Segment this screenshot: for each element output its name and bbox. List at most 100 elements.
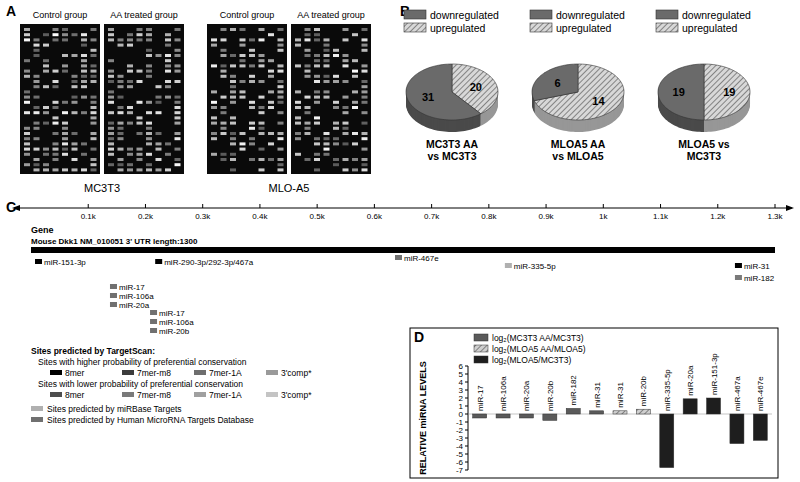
array-spot <box>175 158 181 161</box>
array-spot <box>81 111 87 114</box>
pie-depth <box>704 65 750 121</box>
tick <box>465 422 468 423</box>
legend-label: log₂(MLOA5 AA/MLOA5) <box>492 344 586 354</box>
array-spot <box>53 101 59 104</box>
array-spot <box>305 70 311 73</box>
panel-label: A <box>6 3 16 19</box>
array-spot <box>362 64 368 67</box>
array-spot <box>362 70 368 73</box>
array-spot <box>259 59 265 62</box>
array-spot <box>108 75 114 78</box>
array-spot <box>278 101 284 104</box>
legend-label: log₂(MC3T3 AA/MC3T3) <box>492 333 584 343</box>
tick <box>603 204 604 208</box>
legend-label: upregulated <box>556 22 612 34</box>
array-spot <box>211 106 217 109</box>
array-spot <box>53 116 59 119</box>
array-spot <box>62 111 68 114</box>
array-spot <box>314 116 320 119</box>
array-spot <box>53 168 59 171</box>
array-spot <box>278 44 284 47</box>
array-spot <box>211 64 217 67</box>
tick <box>145 204 146 208</box>
array-spot <box>362 28 368 31</box>
array-spot <box>230 153 236 156</box>
array-spot <box>249 38 255 41</box>
array-spot <box>43 44 49 47</box>
array-spot <box>108 163 114 166</box>
array-spot <box>249 49 255 52</box>
array-spot <box>314 33 320 36</box>
array-spot <box>221 64 227 67</box>
array-spot <box>118 38 124 41</box>
tick <box>374 204 375 208</box>
bar <box>660 414 674 468</box>
tick-label: 1.3k <box>767 212 783 221</box>
array-spot <box>72 158 78 161</box>
array-spot <box>278 111 284 114</box>
array-spot <box>175 49 181 52</box>
array-spot <box>268 142 274 145</box>
array-spot <box>343 111 349 114</box>
tick <box>465 462 468 463</box>
site-label: miR-20a <box>119 301 150 310</box>
array-spot <box>118 132 124 135</box>
array-spot <box>278 132 284 135</box>
array-spot <box>230 132 236 135</box>
panel-label: D <box>414 329 424 345</box>
array-spot <box>343 122 349 125</box>
array-spot <box>137 33 143 36</box>
array-spot <box>146 38 152 41</box>
array-spot <box>362 80 368 83</box>
array-spot <box>146 54 152 57</box>
array-spot <box>314 122 320 125</box>
array-spot <box>108 137 114 140</box>
tick <box>465 430 468 431</box>
array-spot <box>34 111 40 114</box>
array-spot <box>118 148 124 151</box>
array-spot <box>352 142 358 145</box>
array-spot <box>53 153 59 156</box>
array-spot <box>278 158 284 161</box>
pie-slice <box>658 64 704 120</box>
array-spot <box>249 101 255 104</box>
title-line: MLOA5 AA <box>551 138 606 150</box>
array-spot <box>259 111 265 114</box>
array-spot <box>127 64 133 67</box>
array-spot <box>240 142 246 145</box>
array-spot <box>175 80 181 83</box>
array-spot <box>146 137 152 140</box>
array-spot <box>165 153 171 156</box>
site-marker <box>150 319 157 324</box>
legend-swatch <box>266 370 278 375</box>
array-spot <box>324 80 330 83</box>
legend-label: downregulated <box>556 9 625 21</box>
array-spot <box>175 38 181 41</box>
array-spot <box>249 106 255 109</box>
array-spot <box>362 44 368 47</box>
legend-swatch <box>474 334 488 341</box>
array-spot <box>362 49 368 52</box>
array-spot <box>24 111 30 114</box>
array-spot <box>137 70 143 73</box>
legend-label: 7mer-1A <box>209 390 242 400</box>
array-spot <box>24 70 30 73</box>
array-image <box>207 24 287 174</box>
utr-bar <box>31 247 775 253</box>
array-spot <box>62 33 68 36</box>
array-spot <box>314 90 320 93</box>
array-spot <box>91 96 97 99</box>
array-spot <box>43 163 49 166</box>
array-spot <box>305 75 311 78</box>
array-spot <box>108 90 114 93</box>
array-spot <box>34 163 40 166</box>
array-spot <box>81 38 87 41</box>
array-spot <box>240 90 246 93</box>
array-spot <box>156 111 162 114</box>
array-spot <box>324 90 330 93</box>
array-spot <box>175 54 181 57</box>
tick <box>88 204 89 208</box>
array-spot <box>91 75 97 78</box>
array-spot <box>221 132 227 135</box>
tick <box>465 470 468 471</box>
